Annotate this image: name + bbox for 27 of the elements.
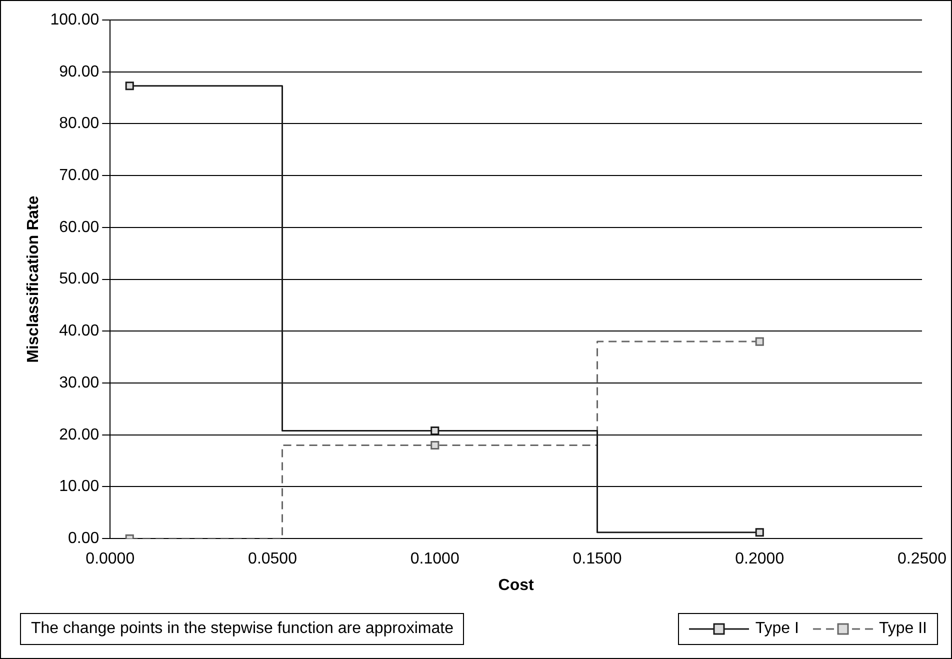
y-tick-label: 50.00	[59, 270, 100, 288]
legend-label: Type I	[755, 620, 799, 638]
point	[755, 528, 764, 537]
legend-label: Type II	[878, 620, 927, 638]
point	[125, 82, 134, 90]
point	[755, 337, 764, 346]
y-tick-label: 100.00	[50, 11, 100, 28]
x-tick-label: 0.2500	[898, 550, 947, 568]
x-tick-label: 0.2000	[735, 550, 784, 568]
x-tick-label: 0.0000	[86, 550, 135, 568]
x-tick-label: 0.1000	[410, 550, 460, 568]
x-tick-label: 0.1500	[572, 550, 622, 568]
y-tick-label: 80.00	[59, 115, 100, 132]
x-tick-label: 0.0500	[248, 550, 298, 568]
point	[430, 440, 440, 450]
x-axis-title: Cost	[498, 576, 535, 594]
text: The change points in the stepwise function are approximate	[20, 613, 464, 645]
y-tick-label: 90.00	[59, 63, 100, 80]
y-tick-label: 60.00	[59, 218, 100, 236]
y-tick-label: 30.00	[59, 374, 100, 392]
y-tick-label: 10.00	[59, 478, 100, 496]
y-axis-title: Misclassification Rate	[25, 196, 42, 363]
y-tick-label: 40.00	[59, 322, 100, 340]
y-tick-label: 70.00	[59, 166, 100, 184]
y-tick-label: 0.00	[68, 530, 100, 548]
point	[430, 426, 440, 436]
y-tick-label: 20.00	[59, 426, 100, 444]
